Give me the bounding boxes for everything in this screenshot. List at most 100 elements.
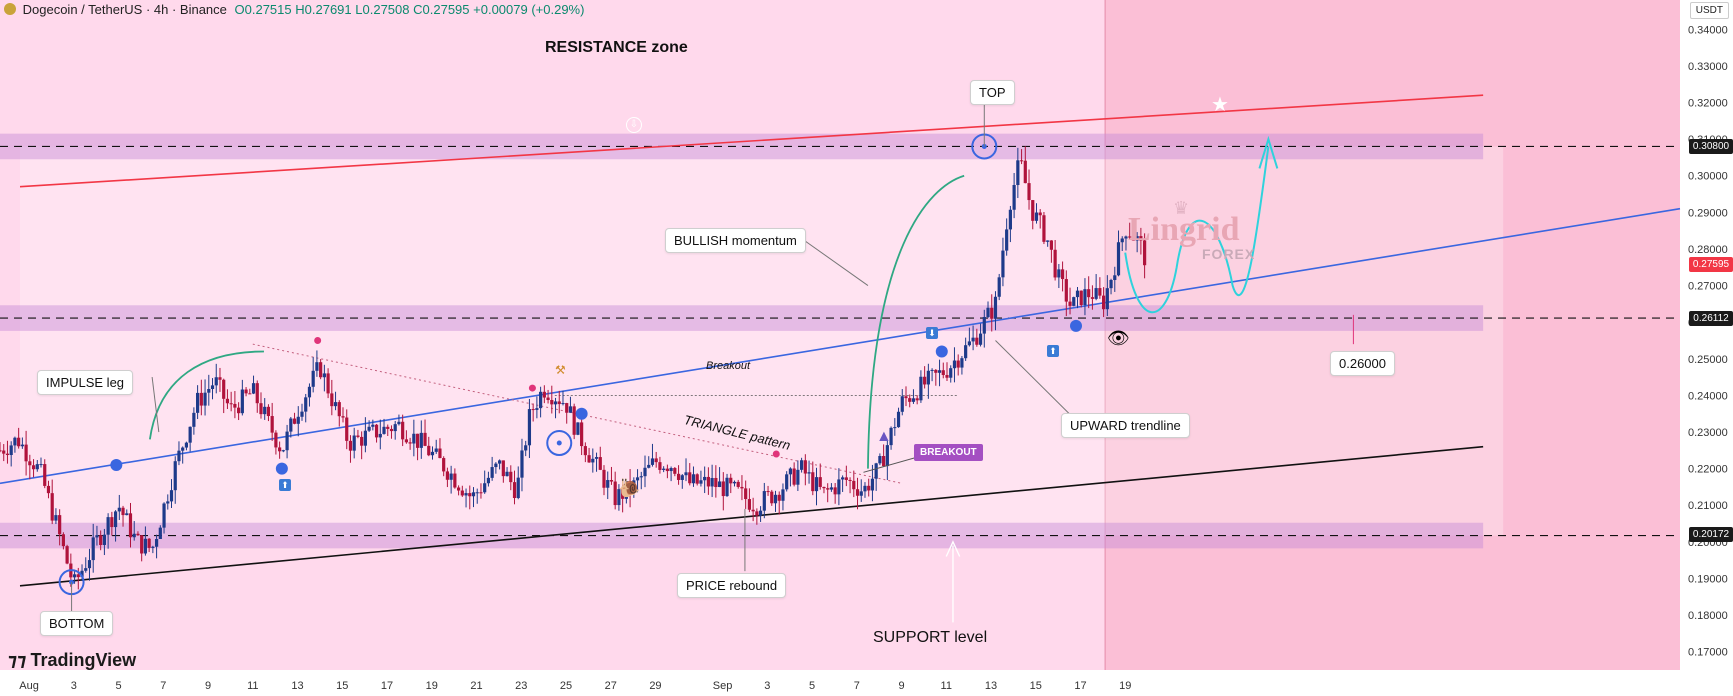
candle-body <box>210 385 215 390</box>
candle-body <box>911 398 916 402</box>
y-tick-label: 0.28000 <box>1688 244 1728 256</box>
price-rebound-label: PRICE rebound <box>677 573 787 598</box>
candle-body <box>758 510 763 516</box>
rocket-icon: ▲ <box>876 428 892 445</box>
candle-body <box>117 507 121 512</box>
candle-body <box>43 464 47 486</box>
impulse-arrow <box>148 350 264 440</box>
candle-body <box>363 430 367 446</box>
close-value: C0.27595 <box>413 2 470 17</box>
tradingview-logo[interactable]: ⁊⁊ TradingView <box>8 650 137 671</box>
arrow-up-badge-icon: ⬆ <box>1047 345 1059 357</box>
candle-body <box>113 511 118 528</box>
candle-body <box>222 379 226 399</box>
candle-body <box>177 450 181 462</box>
quote-currency-label[interactable]: USDT <box>1689 2 1729 19</box>
candle-body <box>635 477 640 481</box>
candle-body <box>695 474 699 484</box>
candle-body <box>28 461 32 466</box>
candle-body <box>606 480 610 488</box>
candle-body <box>1049 240 1053 250</box>
candle-body <box>848 479 852 481</box>
candle-body <box>807 472 811 474</box>
breakout-tag: BREAKOUT <box>914 444 983 461</box>
candle-body <box>140 535 144 554</box>
candle-body <box>87 560 92 569</box>
candle-body <box>72 574 77 578</box>
candle-body <box>594 457 599 459</box>
candle-body <box>326 373 330 394</box>
candle-body <box>136 533 140 536</box>
candle-body <box>1075 290 1080 298</box>
candle-body <box>688 472 692 484</box>
candle-body <box>788 468 793 475</box>
candle-body <box>949 368 953 378</box>
candle-body <box>703 476 707 481</box>
upward-trendline <box>0 207 1681 485</box>
candle-body <box>460 490 464 496</box>
candle-body <box>669 468 673 472</box>
candle-body <box>498 460 502 464</box>
candles <box>0 146 1147 590</box>
candle-body <box>1053 249 1057 278</box>
candle-body <box>557 401 561 405</box>
x-tick-label: 9 <box>205 680 211 692</box>
candle-body <box>184 442 189 448</box>
candle-body <box>192 412 196 427</box>
candle-body <box>822 486 826 489</box>
candle-body <box>509 471 513 483</box>
resistance-trendline <box>19 94 1484 188</box>
candle-body <box>997 277 1001 297</box>
candle-body <box>1083 289 1087 306</box>
candle-body <box>982 316 986 334</box>
watermark-subtitle: FOREX <box>1202 246 1256 262</box>
candle-body <box>751 509 755 512</box>
candle-body <box>740 486 744 489</box>
candle-body <box>266 406 271 417</box>
candle-body <box>960 358 964 368</box>
candle-body <box>535 408 539 410</box>
candle-body <box>1087 289 1091 298</box>
x-tick-label: 15 <box>336 680 348 692</box>
candle-body <box>684 472 688 476</box>
candle-body <box>304 397 308 412</box>
current-price-tag: 0.27595 <box>1689 257 1733 272</box>
watermark: Lingrid FOREX <box>1128 213 1256 262</box>
candle-body <box>233 403 237 408</box>
candle-body <box>13 437 17 446</box>
x-tick-label: 7 <box>160 680 166 692</box>
candle-body <box>990 307 994 319</box>
candle-body <box>826 488 830 490</box>
candle-body <box>501 460 505 477</box>
candle-body <box>427 445 431 456</box>
level-tag-mid: 0.26112 <box>1689 311 1733 326</box>
candle-body <box>1143 240 1147 266</box>
candle-body <box>512 482 517 499</box>
candle-body <box>274 432 278 448</box>
candle-body <box>278 447 282 452</box>
candle-body <box>770 491 774 504</box>
x-tick-label: 5 <box>809 680 815 692</box>
star-icon: ★ <box>1211 94 1229 116</box>
candle-body <box>453 473 457 488</box>
candle-body <box>1038 212 1042 216</box>
candle-body <box>237 407 241 414</box>
candle-body <box>1098 288 1102 296</box>
down-circle-icon: ⇩ <box>626 117 642 133</box>
candle-body <box>762 491 766 511</box>
candle-body <box>971 337 975 342</box>
candle-body <box>874 463 878 479</box>
candle-body <box>270 416 274 433</box>
candle-body <box>1116 242 1121 276</box>
pivot-ring <box>546 430 573 457</box>
candle-body <box>203 392 207 406</box>
x-tick-label: 13 <box>985 680 997 692</box>
support-level-label: SUPPORT level <box>873 629 988 646</box>
symbol-title[interactable]: Dogecoin / TetherUS · 4h · Binance <box>22 2 227 17</box>
candle-body <box>673 468 677 474</box>
candle-body <box>389 428 394 432</box>
candle-body <box>580 422 584 447</box>
candle-body <box>382 426 386 434</box>
candle-body <box>263 406 267 415</box>
